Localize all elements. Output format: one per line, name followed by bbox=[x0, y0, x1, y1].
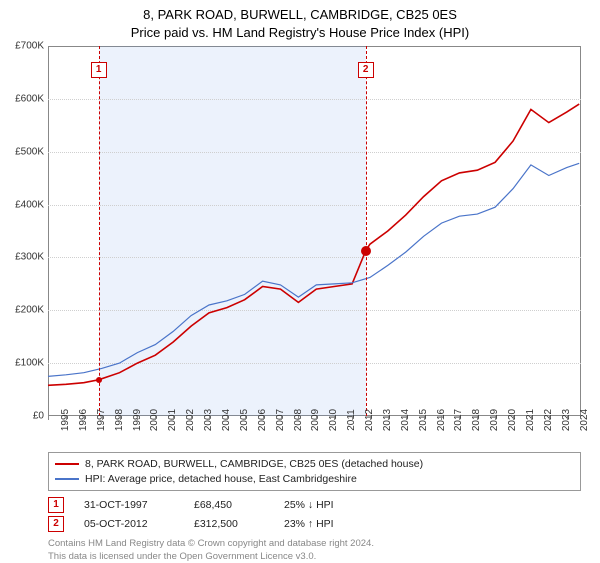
transaction-badge: 2 bbox=[48, 516, 64, 532]
legend: 8, PARK ROAD, BURWELL, CAMBRIDGE, CB25 0… bbox=[48, 452, 581, 491]
attribution: Contains HM Land Registry data © Crown c… bbox=[48, 538, 581, 563]
event-badge: 2 bbox=[358, 62, 374, 78]
transaction-badge: 1 bbox=[48, 497, 64, 513]
transaction-date: 05-OCT-2012 bbox=[84, 518, 174, 530]
page-title-line1: 8, PARK ROAD, BURWELL, CAMBRIDGE, CB25 0… bbox=[0, 6, 600, 24]
legend-swatch bbox=[55, 463, 79, 465]
chart: 12 £0£100K£200K£300K£400K£500K£600K£700K… bbox=[48, 46, 581, 416]
legend-swatch bbox=[55, 478, 79, 480]
transaction-price: £68,450 bbox=[194, 499, 264, 511]
y-tick-label: £300K bbox=[15, 252, 44, 263]
transaction-date: 31-OCT-1997 bbox=[84, 499, 174, 511]
legend-item: 8, PARK ROAD, BURWELL, CAMBRIDGE, CB25 0… bbox=[55, 457, 574, 472]
transaction-delta: 23% ↑ HPI bbox=[284, 518, 334, 530]
series-line-hpi bbox=[48, 163, 579, 376]
y-tick-label: £600K bbox=[15, 93, 44, 104]
event-line bbox=[366, 46, 367, 416]
transaction-delta: 25% ↓ HPI bbox=[284, 499, 334, 511]
series-line-property bbox=[48, 104, 579, 385]
transaction-row: 1 31-OCT-1997 £68,450 25% ↓ HPI bbox=[48, 497, 581, 513]
event-badge: 1 bbox=[91, 62, 107, 78]
event-dot bbox=[96, 377, 102, 383]
attribution-line: Contains HM Land Registry data © Crown c… bbox=[48, 538, 581, 550]
event-line bbox=[99, 46, 100, 416]
legend-label: HPI: Average price, detached house, East… bbox=[85, 472, 357, 487]
y-tick-label: £700K bbox=[15, 41, 44, 52]
page-title-line2: Price paid vs. HM Land Registry's House … bbox=[0, 24, 600, 42]
x-tick-label: 2024 bbox=[567, 409, 590, 431]
y-tick-label: £0 bbox=[33, 411, 44, 422]
event-dot bbox=[361, 246, 371, 256]
chart-lines bbox=[48, 46, 581, 416]
y-tick-label: £400K bbox=[15, 199, 44, 210]
attribution-line: This data is licensed under the Open Gov… bbox=[48, 551, 581, 563]
transaction-price: £312,500 bbox=[194, 518, 264, 530]
y-tick-label: £200K bbox=[15, 305, 44, 316]
y-tick-label: £500K bbox=[15, 146, 44, 157]
legend-label: 8, PARK ROAD, BURWELL, CAMBRIDGE, CB25 0… bbox=[85, 457, 423, 472]
legend-item: HPI: Average price, detached house, East… bbox=[55, 472, 574, 487]
transaction-row: 2 05-OCT-2012 £312,500 23% ↑ HPI bbox=[48, 516, 581, 532]
y-tick-label: £100K bbox=[15, 358, 44, 369]
